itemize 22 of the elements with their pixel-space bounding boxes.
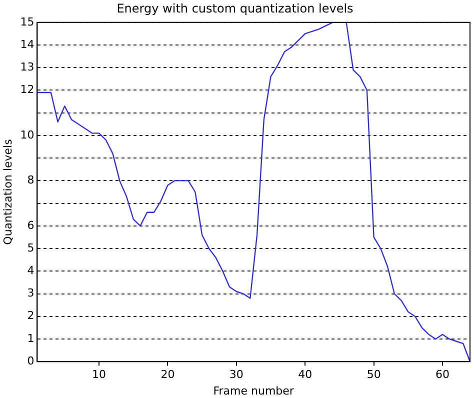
- x-tick-label: 10: [92, 368, 106, 382]
- x-tick-label: 40: [298, 368, 312, 382]
- y-tick-label: 5: [27, 241, 34, 254]
- chart-title: Energy with custom quantization levels: [116, 1, 354, 16]
- x-axis-title: Frame number: [213, 384, 294, 398]
- x-tick-label: 30: [229, 368, 244, 382]
- y-tick-label: 8: [27, 174, 34, 187]
- y-tick-label: 4: [27, 264, 34, 278]
- y-tick-label: 3: [27, 286, 34, 300]
- y-tick-label: 6: [27, 218, 34, 232]
- y-tick-label: 10: [20, 128, 34, 142]
- y-tick-label: 1: [27, 332, 34, 345]
- y-tick-label: 13: [20, 60, 34, 74]
- y-tick-label: 12: [20, 83, 34, 96]
- x-tick-label: 50: [366, 368, 381, 382]
- x-tick-label: 20: [160, 368, 175, 382]
- y-tick-label: 15: [20, 15, 34, 28]
- y-tick-label: 14: [20, 38, 34, 51]
- y-tick-label: 0: [27, 354, 34, 368]
- y-tick-label: 2: [27, 309, 34, 322]
- y-axis-title: Quantization levels: [1, 138, 14, 245]
- x-tick-label: 60: [436, 368, 450, 382]
